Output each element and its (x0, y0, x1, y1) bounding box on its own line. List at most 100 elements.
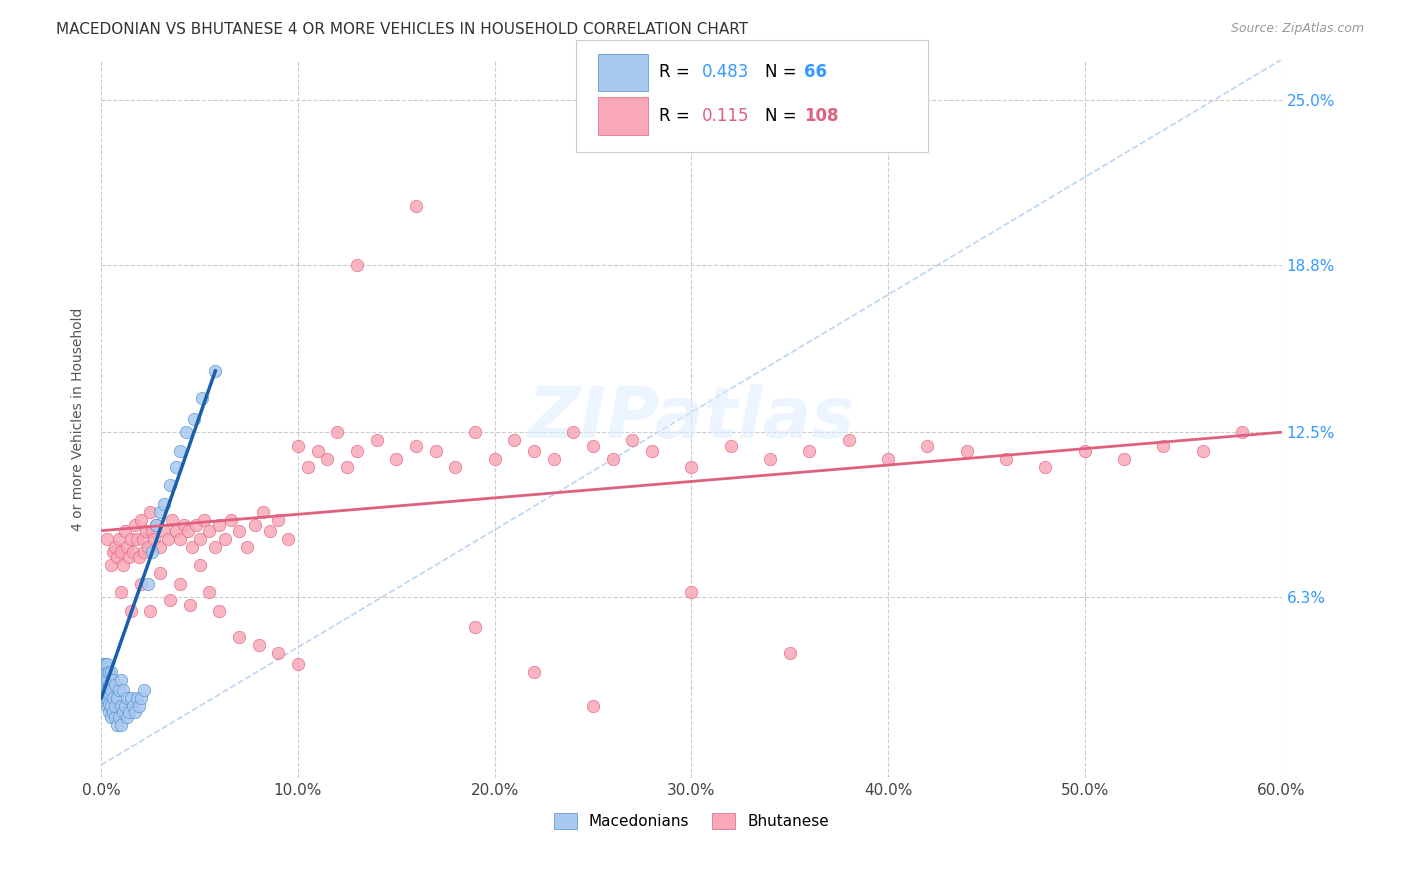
Point (484, 451, 506, 466)
Point (145, 518, 167, 533)
Point (120, 532, 142, 546)
Point (247, 638, 270, 652)
Point (287, 657, 309, 671)
Point (562, 425, 585, 440)
Point (169, 577, 191, 591)
Point (149, 505, 172, 519)
Point (129, 577, 152, 591)
Point (129, 513, 152, 527)
Text: R =: R = (659, 63, 696, 81)
Point (96, 673, 118, 687)
Point (100, 699, 122, 714)
Point (204, 540, 226, 554)
Point (134, 683, 156, 698)
Point (91, 678, 114, 692)
Point (135, 524, 157, 538)
Point (96, 532, 118, 546)
Point (110, 585, 132, 599)
Point (111, 558, 134, 573)
Point (94, 667, 117, 681)
Point (267, 513, 290, 527)
Point (1153, 438, 1175, 452)
Point (641, 443, 664, 458)
Text: 0.115: 0.115 (702, 107, 749, 125)
Point (160, 513, 183, 527)
Point (153, 524, 176, 538)
Point (243, 518, 266, 533)
Point (621, 434, 644, 448)
Point (124, 705, 146, 719)
Point (877, 451, 900, 466)
Point (110, 673, 132, 687)
Point (543, 451, 565, 466)
Point (183, 412, 205, 426)
Point (125, 691, 148, 706)
Point (385, 451, 408, 466)
Point (115, 710, 138, 724)
Point (165, 524, 187, 538)
Point (110, 545, 132, 559)
Point (91, 683, 114, 698)
Point (159, 478, 181, 492)
Point (96, 699, 118, 714)
Point (139, 603, 162, 617)
Point (326, 425, 349, 440)
Point (91, 665, 114, 679)
Text: Source: ZipAtlas.com: Source: ZipAtlas.com (1230, 22, 1364, 36)
Point (120, 603, 142, 617)
Point (405, 438, 427, 452)
Point (219, 513, 242, 527)
Point (277, 532, 299, 546)
Point (346, 258, 368, 272)
Point (104, 678, 127, 692)
Point (100, 558, 122, 573)
Point (214, 532, 236, 546)
Point (153, 497, 176, 511)
Point (91, 673, 114, 687)
Point (464, 619, 486, 633)
Point (138, 577, 160, 591)
Text: 108: 108 (804, 107, 839, 125)
Point (120, 691, 142, 706)
Point (169, 532, 191, 546)
Point (198, 585, 221, 599)
Point (131, 532, 153, 546)
Point (346, 443, 368, 458)
Point (94, 691, 117, 706)
Point (115, 540, 138, 554)
Point (1230, 425, 1253, 440)
Point (98, 705, 121, 719)
Point (108, 532, 131, 546)
Point (114, 524, 136, 538)
Point (316, 451, 339, 466)
Point (1074, 443, 1097, 458)
Point (228, 630, 250, 644)
Point (188, 558, 211, 573)
Point (188, 532, 211, 546)
Point (799, 443, 821, 458)
Point (287, 438, 309, 452)
Point (114, 699, 136, 714)
Point (91, 670, 114, 684)
Point (145, 518, 167, 533)
Point (149, 540, 172, 554)
Point (134, 545, 156, 559)
Point (917, 438, 939, 452)
Point (105, 691, 128, 706)
Point (101, 673, 124, 687)
Point (582, 438, 605, 452)
Point (105, 550, 128, 565)
Point (336, 459, 359, 474)
Point (105, 718, 128, 732)
Point (208, 518, 231, 533)
Point (405, 199, 427, 213)
Point (720, 438, 742, 452)
Point (108, 683, 131, 698)
Point (128, 699, 150, 714)
Point (104, 699, 127, 714)
Point (118, 550, 141, 565)
Point (503, 434, 526, 448)
Text: N =: N = (765, 63, 801, 81)
Point (681, 585, 703, 599)
Point (174, 425, 197, 440)
